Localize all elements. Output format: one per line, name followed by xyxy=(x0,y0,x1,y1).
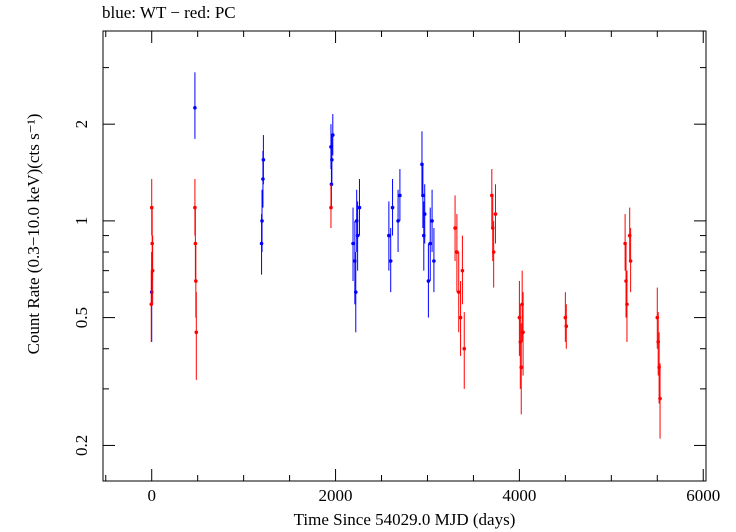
data-point xyxy=(491,250,496,254)
x-tick-label: 6000 xyxy=(686,486,720,505)
data-point xyxy=(564,324,569,329)
x-tick-label: 4000 xyxy=(502,486,536,505)
data-point xyxy=(453,226,457,230)
data-point xyxy=(493,212,498,216)
y-tick-label: 2 xyxy=(72,120,91,129)
data-point xyxy=(428,241,433,246)
data-point xyxy=(357,205,362,210)
data-point xyxy=(149,302,154,307)
x-tick-label: 2000 xyxy=(319,486,353,505)
data-point xyxy=(194,330,199,335)
data-point xyxy=(422,212,427,216)
data-point xyxy=(432,259,436,263)
data-point xyxy=(658,396,662,401)
data-point xyxy=(194,279,198,283)
series-WT xyxy=(149,72,436,342)
data-point xyxy=(521,330,525,335)
data-point xyxy=(193,105,197,110)
y-tick-label: 0.5 xyxy=(72,307,91,328)
data-point xyxy=(355,233,360,238)
x-axis-label: Time Since 54029.0 MJD (days) xyxy=(293,510,516,529)
data-point xyxy=(330,157,334,162)
data-point xyxy=(396,219,400,223)
data-point xyxy=(329,205,333,210)
data-point xyxy=(261,157,266,162)
data-point xyxy=(390,205,395,210)
chart-title: blue: WT − red: PC xyxy=(102,3,236,22)
data-point xyxy=(331,133,335,137)
data-point xyxy=(519,365,524,370)
data-point xyxy=(460,268,465,273)
y-axis-label-text: Count Rate (0.3−10.0 keV)(cts s⁻¹) xyxy=(24,113,43,355)
data-point xyxy=(455,250,459,254)
data-point xyxy=(388,259,393,263)
data-point xyxy=(398,193,402,198)
y-axis-label: Count Rate (0.3−10.0 keV)(cts s⁻¹) xyxy=(24,114,44,355)
series-PC xyxy=(149,169,662,439)
data-point xyxy=(628,259,633,263)
data-point xyxy=(259,241,264,246)
data-point xyxy=(625,302,629,307)
data-point xyxy=(351,241,355,246)
data-point xyxy=(421,193,425,198)
x-tick-label: 0 xyxy=(147,486,156,505)
data-point xyxy=(430,219,434,223)
data-point xyxy=(426,279,431,283)
data-point xyxy=(353,290,358,294)
data-point xyxy=(387,233,391,238)
y-tick-label: 0.2 xyxy=(72,435,91,456)
plot-frame xyxy=(102,30,707,482)
data-point xyxy=(462,346,467,351)
y-tick-label: 1 xyxy=(72,217,91,226)
data-point xyxy=(456,290,461,294)
data-point xyxy=(458,315,463,320)
